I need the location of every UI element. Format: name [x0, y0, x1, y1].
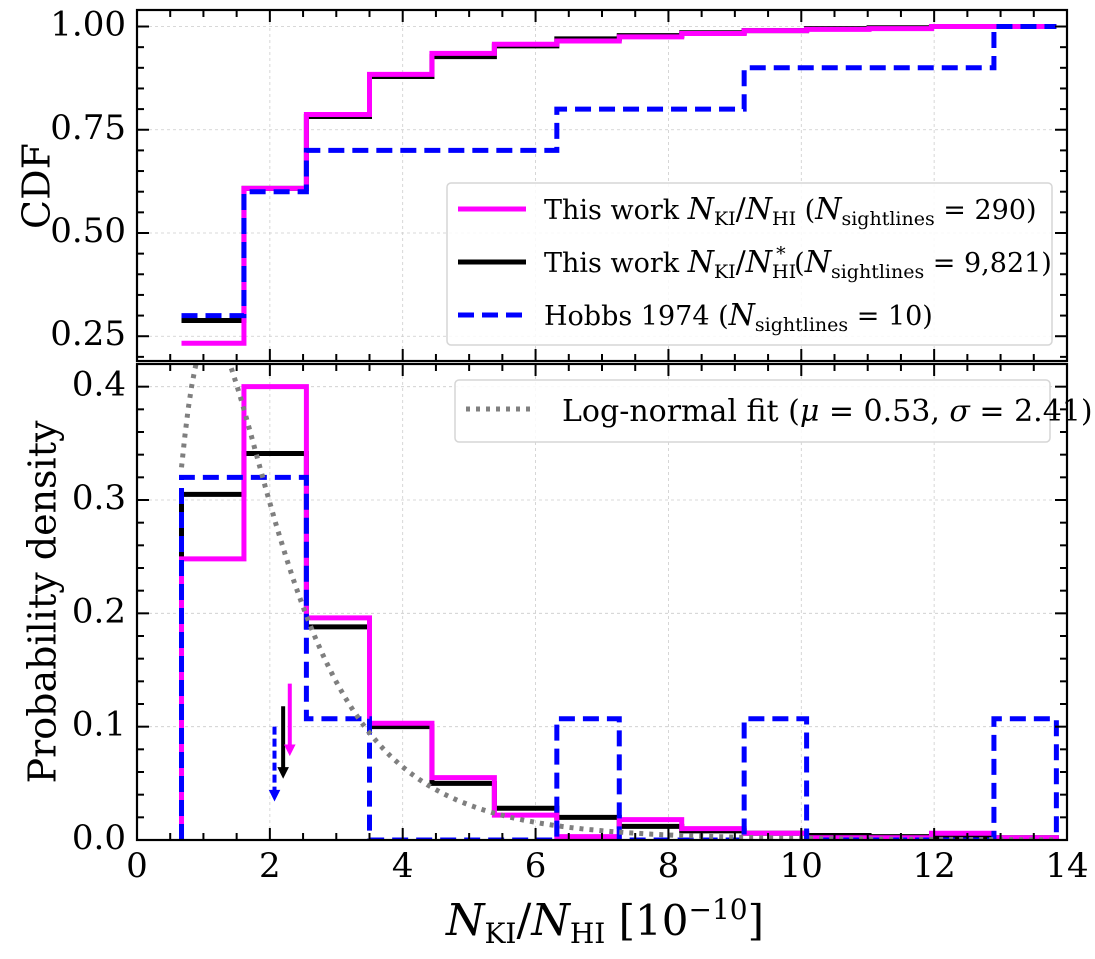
- pdf-x-tick-label: 2: [259, 846, 281, 886]
- cdf-y-tick-label: 0.75: [50, 108, 126, 148]
- median-arrow-hobbs: [268, 726, 281, 802]
- pdf-x-tick-label: 10: [780, 846, 823, 886]
- pdf-y-tick-label: 0.0: [72, 818, 126, 858]
- pdf-x-tick-label: 14: [1045, 846, 1088, 886]
- pdf-legend: Log-normal fit (μ = 0.53, σ = 2.41): [454, 379, 1093, 443]
- cdf-panel: 0.25 0.50 0.75 1.00 CDF This work NKI/NHI (…: [15, 5, 1069, 363]
- pdf-x-tick-label: 6: [525, 846, 547, 886]
- legend-label-hobbs: Hobbs 1974 (Nsightlines = 10): [544, 298, 933, 336]
- pdf-y-tick-label: 0.4: [72, 365, 126, 405]
- pdf-legend-box: [454, 379, 1051, 443]
- cdf-y-tick-label: 0.25: [50, 314, 126, 354]
- pdf-y-axis-label: Probability density: [21, 420, 65, 783]
- legend-label-lognormal: Log-normal fit (μ = 0.53, σ = 2.41): [562, 394, 1093, 429]
- cdf-series: [181, 24, 1057, 346]
- pdf-panel: 0.0 0.1 0.2 0.3 0.4 0 2 4 6 8 10 12 14 Probability d…: [21, 362, 1093, 950]
- cdf-y-tick-label: 0.50: [50, 211, 126, 251]
- cdf-ticks: 0.25 0.50 0.75 1.00: [50, 5, 1068, 361]
- pdf-ticks: 0.0 0.1 0.2 0.3 0.4 0 2 4 6 8 10 12 14: [72, 364, 1089, 886]
- cdf-legend-box: [446, 182, 1053, 346]
- pdf-y-tick-label: 0.1: [72, 705, 126, 745]
- cdf-y-axis-label: CDF: [15, 143, 59, 229]
- legend-label-this-work-ratio: This work NKI/NHI (Nsightlines = 290): [544, 192, 1037, 230]
- pdf-x-tick-label: 0: [126, 846, 148, 886]
- pdf-x-tick-label: 8: [658, 846, 680, 886]
- cdf-step-this-work-ratio: [181, 24, 1057, 346]
- cdf-legend: This work NKI/NHI (Nsightlines = 290) Th…: [446, 182, 1053, 346]
- cdf-step-hobbs: [181, 24, 1057, 319]
- median-arrow-this-work-ratio: [283, 683, 296, 757]
- legend-label-this-work-star: This work NKI/NHI* (Nsightlines = 9,821): [544, 243, 1052, 283]
- pdf-x-tick-label: 12: [913, 846, 956, 886]
- pdf-y-tick-label: 0.2: [72, 591, 126, 631]
- cdf-y-tick-label: 1.00: [50, 5, 126, 45]
- pdf-x-axis-label: NKI/NHI [10−10]: [445, 893, 764, 950]
- median-arrow-this-work-star: [277, 706, 289, 779]
- pdf-y-tick-label: 0.3: [72, 478, 126, 518]
- pdf-x-tick-label: 4: [392, 846, 414, 886]
- pdf-step-hobbs: [179, 474, 1059, 840]
